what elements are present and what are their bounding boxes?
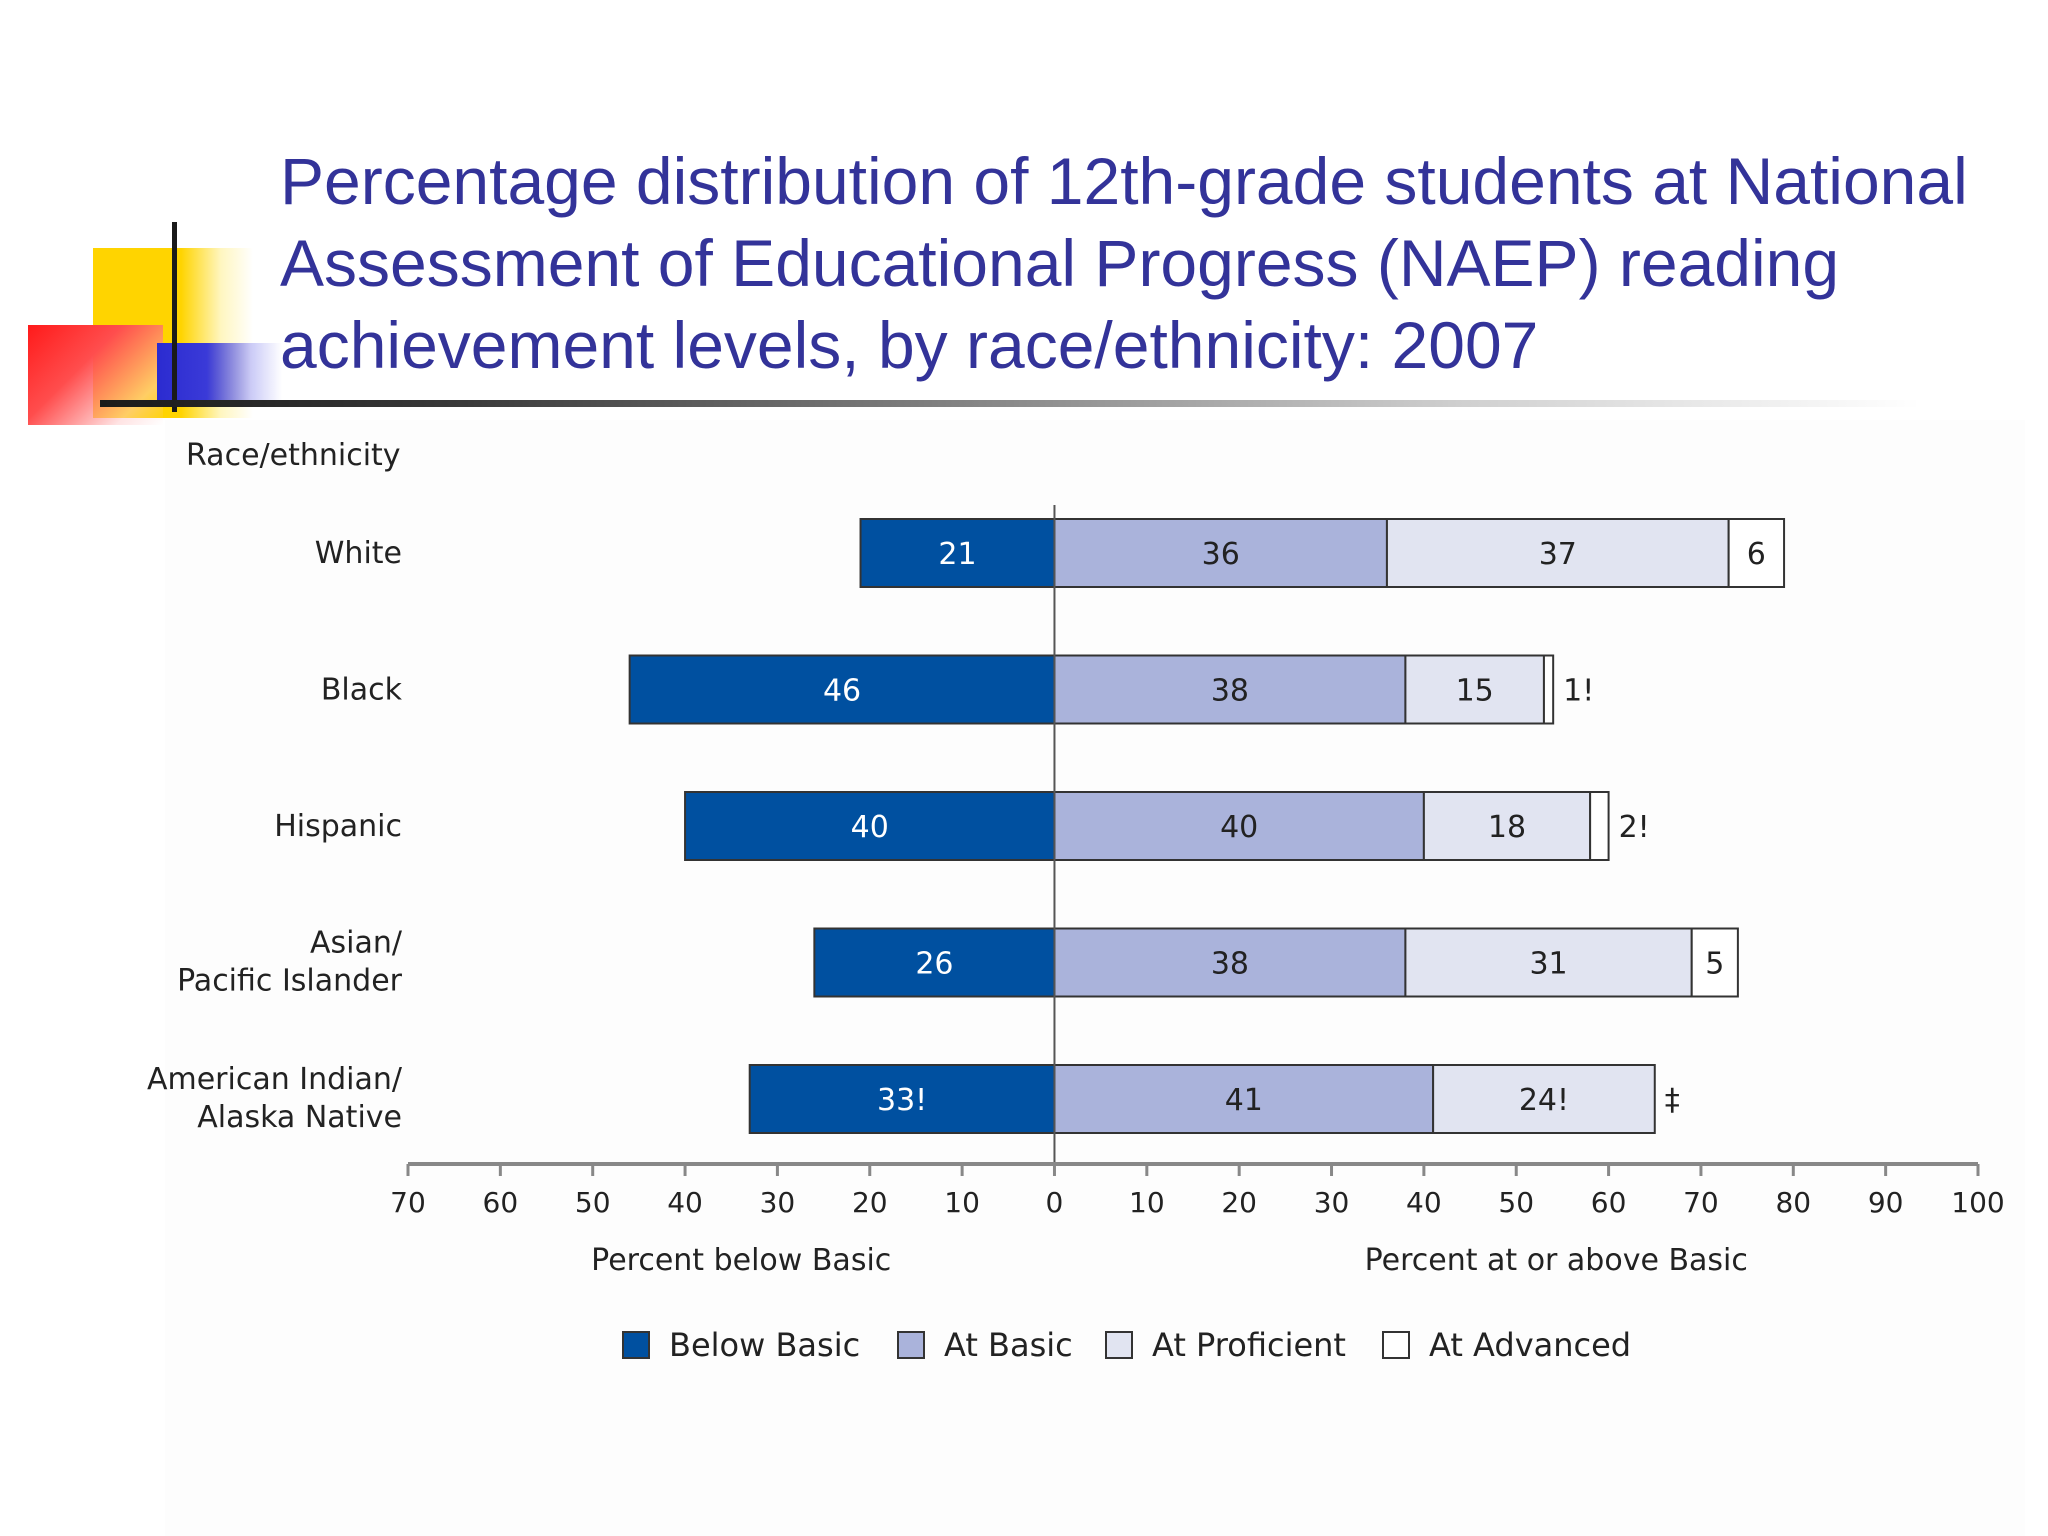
- slide-title: Percentage distribution of 12th-grade st…: [280, 144, 1968, 382]
- legend-swatch-at-advanced: [1382, 1331, 1410, 1359]
- bar-label-at-basic: 40: [1220, 810, 1258, 845]
- bar-at-basic: [1053, 791, 1425, 861]
- bar-at-proficient: [1432, 1064, 1656, 1134]
- x-tick-label: 40: [667, 1186, 703, 1219]
- bar-label-below-basic: 40: [851, 810, 889, 845]
- bar-label-at-advanced: 6: [1747, 537, 1766, 572]
- legend-swatch-below-basic: [622, 1331, 650, 1359]
- bar-label-at-proficient: 24!: [1519, 1083, 1569, 1118]
- decorative-red-square: [28, 325, 163, 425]
- x-tick-label: 60: [1591, 1186, 1627, 1219]
- bar-label-below-basic: 33!: [877, 1083, 927, 1118]
- category-label: White: [315, 536, 402, 571]
- bar-label-at-proficient: 37: [1539, 537, 1577, 572]
- x-tick-label: 80: [1775, 1186, 1811, 1219]
- legend-swatch-at-proficient: [1105, 1331, 1133, 1359]
- bar-label-at-advanced: 5: [1705, 947, 1724, 982]
- x-tick-label: 100: [1951, 1186, 2004, 1219]
- bar-label-at-advanced: ‡: [1665, 1083, 1680, 1118]
- x-tick-label: 50: [575, 1186, 611, 1219]
- bar-label-at-basic: 38: [1211, 947, 1249, 982]
- x-axis-title-left: Percent below Basic: [591, 1243, 891, 1278]
- legend-label: At Advanced: [1429, 1326, 1631, 1364]
- category-label: Black: [321, 673, 403, 708]
- x-tick-label: 60: [483, 1186, 519, 1219]
- bar-label-at-advanced: 1!: [1563, 674, 1594, 709]
- x-axis-title-right: Percent at or above Basic: [1365, 1243, 1748, 1278]
- bar-below-basic: [748, 1064, 1056, 1134]
- category-label: American Indian/: [147, 1062, 403, 1097]
- bar-at-proficient: [1404, 654, 1545, 725]
- bar-below-basic: [684, 791, 1056, 861]
- bar-at-basic: [1053, 518, 1388, 588]
- bar-label-at-basic: 41: [1225, 1083, 1263, 1118]
- x-tick-label: 90: [1868, 1186, 1904, 1219]
- bar-label-below-basic: 21: [938, 537, 976, 572]
- bar-at-advanced: [1589, 791, 1610, 861]
- x-tick-label: 70: [390, 1186, 426, 1219]
- category-label: Alaska Native: [197, 1100, 402, 1135]
- title-underline: [100, 400, 1920, 407]
- x-tick-label: 40: [1406, 1186, 1442, 1219]
- category-label: Hispanic: [274, 809, 402, 844]
- legend-label: At Proficient: [1152, 1326, 1346, 1364]
- bar-below-basic: [628, 654, 1056, 725]
- x-tick-label: 10: [1129, 1186, 1165, 1219]
- x-tick-label: 10: [944, 1186, 980, 1219]
- bar-below-basic: [813, 927, 1056, 998]
- bar-at-proficient: [1404, 927, 1693, 998]
- decorative-blue-square: [157, 343, 282, 405]
- bar-label-at-proficient: 31: [1529, 947, 1567, 982]
- category-label: Pacific Islander: [177, 964, 403, 999]
- bar-label-below-basic: 46: [823, 674, 861, 709]
- x-tick-label: 0: [1046, 1186, 1064, 1219]
- bar-at-proficient: [1385, 518, 1730, 588]
- bar-at-advanced: [1542, 654, 1555, 725]
- category-axis-title: Race/ethnicity: [186, 438, 401, 473]
- legend-label: At Basic: [944, 1326, 1073, 1364]
- bar-label-at-advanced: 2!: [1619, 810, 1650, 845]
- legend-label: Below Basic: [669, 1326, 860, 1364]
- bar-label-at-basic: 38: [1211, 674, 1249, 709]
- bar-label-at-basic: 36: [1202, 537, 1240, 572]
- legend-swatch-at-basic: [897, 1331, 925, 1359]
- decorative-vertical-line: [172, 222, 177, 412]
- category-label: Asian/: [310, 926, 403, 961]
- bar-label-below-basic: 26: [915, 947, 953, 982]
- x-tick-label: 30: [1314, 1186, 1350, 1219]
- bar-at-advanced: [1690, 927, 1739, 998]
- bar-label-at-proficient: 15: [1456, 674, 1494, 709]
- bar-at-advanced: [1727, 518, 1786, 588]
- bar-label-at-proficient: 18: [1488, 810, 1526, 845]
- x-tick-label: 30: [760, 1186, 796, 1219]
- x-tick-label: 20: [1221, 1186, 1257, 1219]
- x-tick-label: 70: [1683, 1186, 1719, 1219]
- bar-below-basic: [859, 518, 1056, 588]
- x-tick-label: 50: [1498, 1186, 1534, 1219]
- x-tick-label: 20: [852, 1186, 888, 1219]
- bar-at-basic: [1053, 1064, 1435, 1134]
